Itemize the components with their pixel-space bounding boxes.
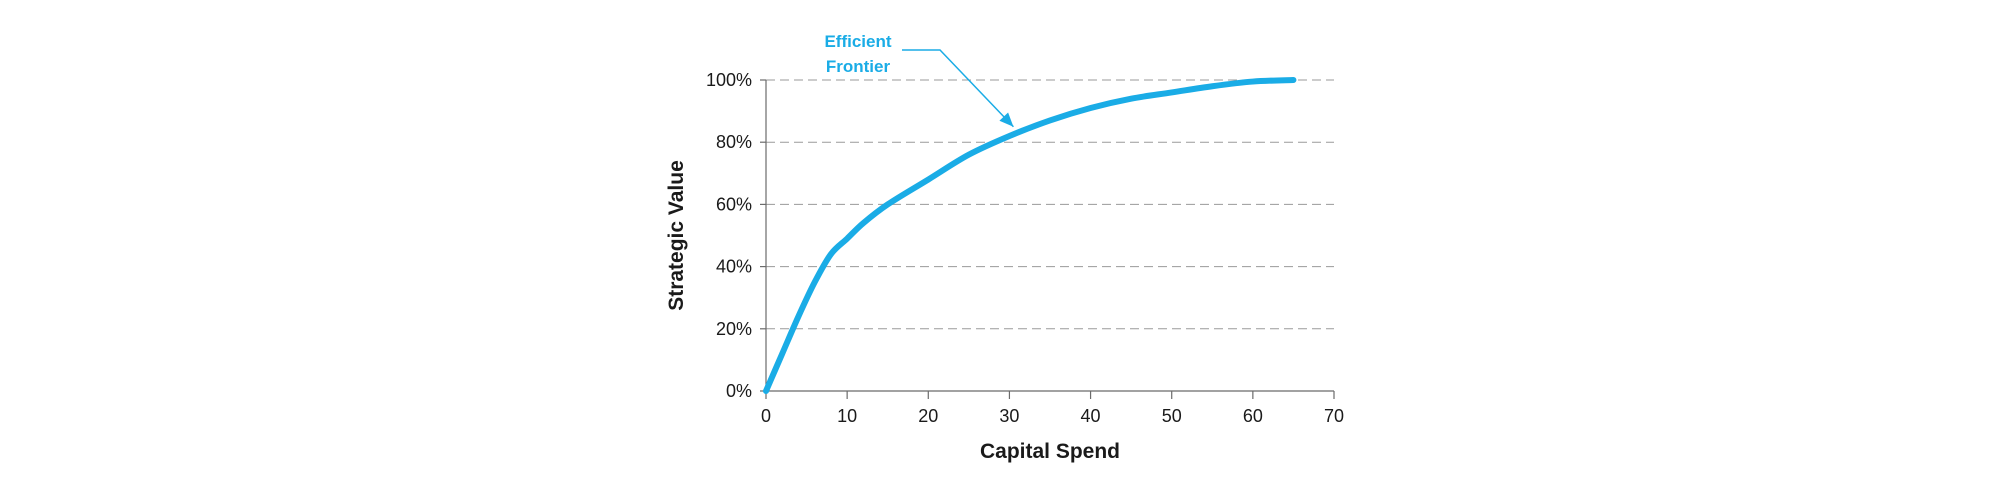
x-tick-label-50: 50 (1162, 406, 1182, 426)
x-axis-title: Capital Spend (980, 440, 1120, 463)
x-tick-label-10: 10 (837, 406, 857, 426)
axes: 0% 20% 40% 60% 80% 100% 0 10 20 30 40 50 60 70 (706, 70, 1344, 426)
y-tick-label-40: 40% (716, 257, 752, 277)
y-tick-label-20: 20% (716, 319, 752, 339)
annotation-label-line1: Efficient (824, 32, 891, 51)
x-tick-label-70: 70 (1324, 406, 1344, 426)
annotation-leader-line (902, 49, 1014, 128)
y-tick-label-80: 80% (716, 132, 752, 152)
annotation-arrowhead (999, 112, 1014, 127)
series-line-0 (763, 77, 1297, 394)
x-tick-label-30: 30 (999, 406, 1019, 426)
x-tick-label-60: 60 (1243, 406, 1263, 426)
annotation-label-line2: Frontier (826, 57, 891, 76)
y-axis-title: Strategic Value (665, 160, 688, 311)
x-tick-label-20: 20 (918, 406, 938, 426)
y-tick-label-60: 60% (716, 194, 752, 214)
series (763, 77, 1297, 394)
y-tick-label-100: 100% (706, 70, 752, 90)
x-tick-label-0: 0 (761, 406, 771, 426)
x-tick-label-40: 40 (1081, 406, 1101, 426)
gridlines (766, 79, 1334, 330)
annotations: Efficient Frontier (824, 32, 1014, 128)
y-tick-label-0: 0% (726, 381, 752, 401)
